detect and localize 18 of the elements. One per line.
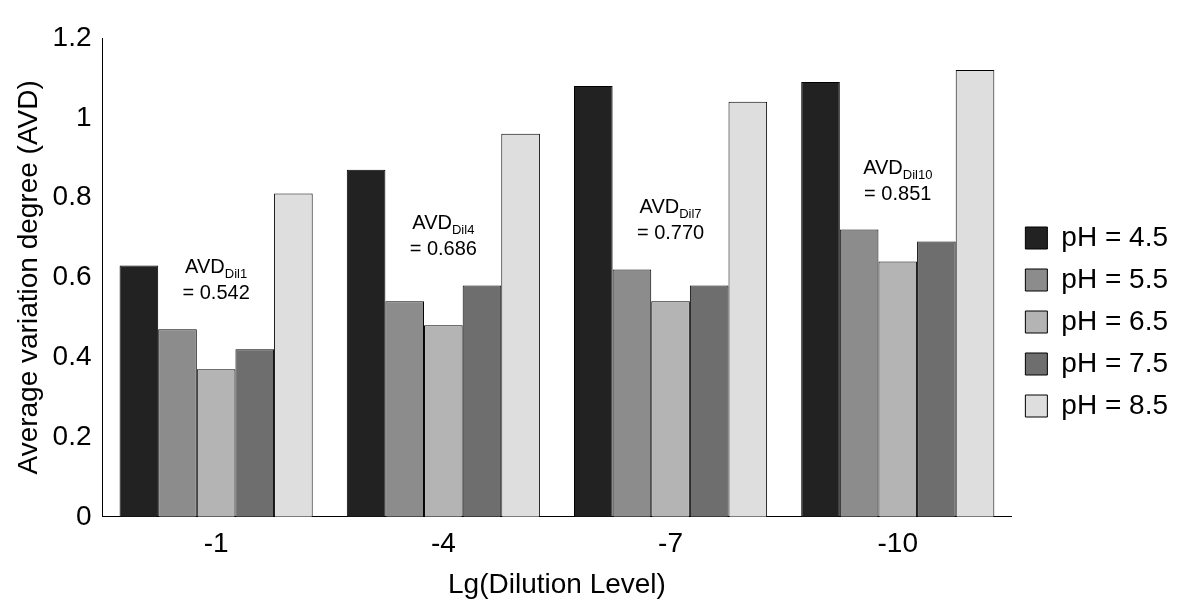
legend-label: pH = 6.5 xyxy=(1061,304,1169,336)
y-tick-label: 0.2 xyxy=(52,419,92,451)
y-tick-label: 0 xyxy=(75,499,92,531)
x-tick-label: -10 xyxy=(877,527,918,559)
legend-label: pH = 8.5 xyxy=(1061,388,1169,420)
y-tick-label: 1.2 xyxy=(52,20,92,52)
legend-label: pH = 7.5 xyxy=(1061,346,1169,378)
y-tick-label: 1 xyxy=(75,100,92,132)
x-tick-label: -1 xyxy=(203,527,229,559)
x-tick-label: -4 xyxy=(430,527,456,559)
y-tick-label: 0.4 xyxy=(52,339,92,371)
y-tick-label: 0.8 xyxy=(52,180,92,212)
x-tick-label: -7 xyxy=(658,527,684,559)
legend-label: pH = 4.5 xyxy=(1061,220,1169,252)
y-axis-title: Average variation degree (AVD) xyxy=(11,80,43,475)
x-axis-title: Lg(Dilution Level) xyxy=(448,567,666,599)
legend-label: pH = 5.5 xyxy=(1061,262,1169,294)
y-tick-label: 0.6 xyxy=(52,260,92,292)
